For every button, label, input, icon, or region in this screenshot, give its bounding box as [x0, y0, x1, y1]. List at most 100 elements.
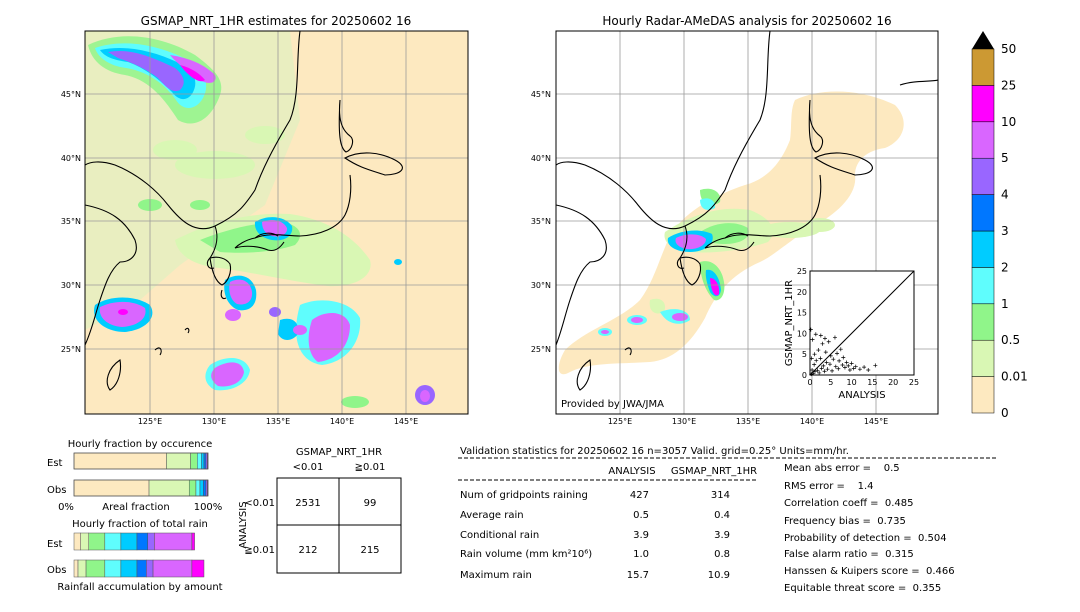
tick-label: 45°N [531, 90, 551, 99]
colorbar-label: 25 [1001, 78, 1016, 92]
scatter-point [810, 337, 815, 342]
colorbar-segment [971, 85, 995, 123]
colorbar-label: 2 [1001, 260, 1009, 274]
scatter-ylabel: GSMAP_NRT_1HR [784, 280, 795, 366]
total-rain-title: Hourly fraction of total rain [72, 519, 208, 530]
total-rain-bar-segment [85, 559, 106, 578]
tick-label: 25°N [61, 345, 81, 354]
tick-label: 145°E [394, 417, 418, 426]
score-line: Correlation coeff = 0.485 [784, 498, 914, 509]
colorbar-segment [971, 267, 995, 305]
scatter-point [823, 350, 828, 355]
scatter-y-tick: 10 [797, 329, 807, 338]
scatter-point [844, 360, 849, 365]
left-map-title: GSMAP_NRT_1HR estimates for 20250602 16 [141, 14, 412, 28]
scatter-point [873, 363, 878, 368]
right-map-coastline [556, 31, 938, 391]
scatter-y-tick: 20 [797, 288, 807, 297]
occurrence-bar-frame [73, 479, 209, 497]
stats-row-analysis: 427 [630, 490, 649, 501]
tick-label: 35°N [531, 217, 551, 226]
contingency-cell: 99 [364, 498, 377, 509]
stats-row-label: Average rain [460, 510, 524, 521]
stats-row-label: Num of gridpoints raining [460, 490, 588, 501]
scatter-point [813, 332, 818, 337]
score-line: Mean abs error = 0.5 [784, 463, 900, 474]
score-line: Frequency bias = 0.735 [784, 516, 906, 527]
contingency-col-label-1: ≧0.01 [355, 462, 386, 473]
total-rain-bar-segment [191, 532, 195, 551]
scatter-point [810, 368, 815, 373]
left-map: GSMAP_NRT_1HR estimates for 20250602 16 [61, 14, 469, 426]
scatter-x-tick: 15 [867, 378, 877, 387]
occurrence-label-est: Est [47, 458, 63, 469]
scatter-xlabel: ANALYSIS [838, 390, 885, 401]
total-rain-label-est: Est [47, 539, 63, 550]
colorbar-segment [971, 376, 995, 414]
scatter-point [833, 364, 838, 369]
total-rain-bar-segment [80, 532, 89, 551]
right-map-lon-ticks: 125°E 130°E 135°E 140°E 145°E [608, 417, 888, 426]
contingency-table: GSMAP_NRT_1HR <0.01 ≧0.01 ANALYSIS <0.01… [238, 447, 402, 574]
tick-label: 45°N [61, 90, 81, 99]
scatter-point [825, 367, 830, 372]
tick-label: 25°N [531, 345, 551, 354]
tick-label: 145°E [864, 417, 888, 426]
scatter-y-tick: 0 [802, 371, 807, 380]
score-line: Probability of detection = 0.504 [784, 533, 947, 544]
occurrence-fraction-chart: Hourly fraction by occurence Est Obs 0% … [47, 439, 222, 513]
contingency-row-label-1: ≧0.01 [244, 545, 275, 556]
total-rain-bars [73, 532, 205, 578]
occurrence-bar-segment [197, 452, 202, 470]
total-rain-bar-segment [152, 559, 193, 578]
occurrence-bar-segment [73, 452, 167, 470]
scatter-point [866, 368, 871, 373]
scatter-point [809, 356, 814, 361]
scatter-inset: 0 5 10 15 20 25 0 5 10 15 20 25 ANALYSIS GSMAP_NRT… [784, 267, 919, 401]
scatter-point [818, 356, 823, 361]
stats-row-gsmap: 3.9 [714, 530, 730, 541]
scatter-x-tick: 20 [888, 378, 898, 387]
scatter-point [812, 362, 817, 367]
stats-row-analysis: 0.5 [633, 510, 649, 521]
total-rain-bar-segment [136, 559, 147, 578]
scatter-point [837, 358, 842, 363]
tick-label: 40°N [531, 154, 551, 163]
colorbar-label: 0.5 [1001, 333, 1020, 347]
scatter-point [840, 363, 845, 368]
colorbar: 0 0.01 0.5 1 2 3 4 5 10 25 50 [971, 31, 1028, 420]
colorbar-label: 50 [1001, 42, 1016, 56]
scatter-point [853, 364, 858, 369]
tick-label: 130°E [672, 417, 696, 426]
scatter-y-tick: 5 [802, 350, 807, 359]
scatter-point [819, 366, 824, 371]
tick-label: 30°N [61, 281, 81, 290]
colorbar-segment [971, 121, 995, 159]
total-rain-bar-segment [88, 532, 106, 551]
occurrence-bar-segment [188, 479, 197, 497]
stats-row-gsmap: 10.9 [708, 570, 730, 581]
scatter-point [824, 360, 829, 365]
total-rain-fraction-chart: Hourly fraction of total rain Est Obs Ra… [47, 519, 223, 593]
colorbar-labels: 0 0.01 0.5 1 2 3 4 5 10 25 50 [1001, 42, 1028, 420]
colorbar-segments [971, 48, 995, 414]
total-rain-bar-segment [120, 532, 138, 551]
left-map-coastline [85, 31, 403, 391]
scatter-point [847, 368, 852, 373]
total-rain-bar-segment [147, 532, 155, 551]
occurrence-bar-segment [203, 479, 207, 497]
scatter-point [812, 369, 817, 374]
contingency-cell: 212 [298, 545, 317, 556]
colorbar-label: 4 [1001, 188, 1009, 202]
scatter-point [808, 327, 813, 332]
stats-row-gsmap: 314 [711, 490, 730, 501]
scatter-point [826, 339, 831, 344]
contingency-col-label-0: <0.01 [293, 462, 324, 473]
scatter-point [820, 341, 825, 346]
stats-col-analysis: ANALYSIS [608, 466, 655, 477]
total-rain-bar-segment [77, 559, 87, 578]
scatter-point [822, 369, 827, 374]
total-rain-bar-segment [73, 559, 79, 578]
total-rain-bar-segment [104, 559, 122, 578]
tick-label: 35°N [61, 217, 81, 226]
